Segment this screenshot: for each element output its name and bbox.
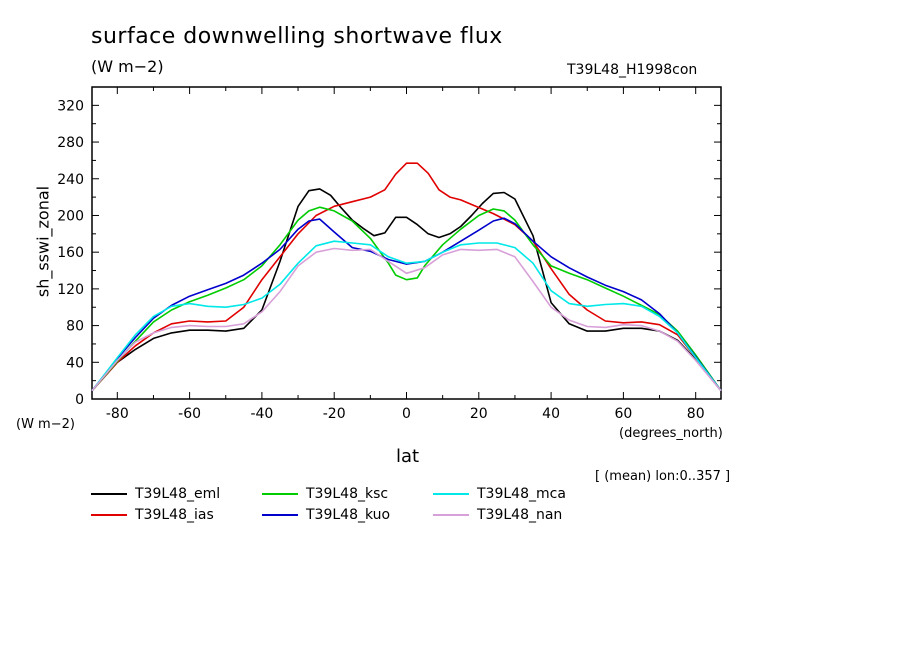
legend-item: T39L48_ksc [262,486,388,502]
legend-label: T39L48_nan [477,507,563,523]
x-tick-label: 20 [470,406,488,422]
x-axis-label: lat [396,446,420,467]
chart-title: surface downwelling shortwave flux [91,24,503,49]
axis-ticks: -80 -60 -40 -20 0 20 40 60 80 0 40 80 120 160 200 240 28… [57,86,721,422]
x-tick-label: 60 [614,406,632,422]
x-tick-label: -20 [323,406,346,422]
legend-swatch [433,514,469,516]
legend-label: T39L48_kuo [306,507,391,523]
series-line-t39l48_nan [91,247,722,392]
x-tick-label: 0 [402,406,411,422]
series-line-t39l48_eml [91,188,722,392]
legend-item: T39L48_kuo [262,507,390,523]
series-line-t39l48_ksc [91,206,722,392]
legend-swatch [433,493,469,495]
legend-item: T39L48_mca [433,486,566,502]
series-line-t39l48_kuo [91,217,722,392]
y-tick-label: 0 [75,392,84,408]
y-tick-label: 160 [57,245,84,261]
legend-swatch [262,493,298,495]
legend-item: T39L48_nan [433,507,562,523]
mean-note: [ (mean) lon:0..357 ] [595,469,731,484]
x-axis-units: (degrees_north) [619,426,723,441]
legend-swatch [91,514,127,516]
legend-swatch [91,493,127,495]
legend-swatch [262,514,298,516]
y-tick-label: 280 [57,135,84,151]
x-tick-label: 40 [542,406,560,422]
x-tick-label: 80 [687,406,705,422]
y-tick-label: 240 [57,172,84,188]
chart-units: (W m−2) [91,57,164,76]
legend-label: T39L48_mca [477,486,566,502]
plot-border [91,86,722,400]
legend-label: T39L48_ias [135,507,214,523]
run-label: T39L48_H1998con [567,62,698,78]
y-tick-label: 120 [57,282,84,298]
x-tick-label: -60 [178,406,201,422]
y-tick-label: 80 [66,319,84,335]
legend-item: T39L48_eml [91,486,220,502]
legend-item: T39L48_ias [91,507,214,523]
x-tick-label: -40 [250,406,273,422]
x-tick-label: -80 [106,406,129,422]
series-lines [91,162,722,392]
legend-label: T39L48_ksc [306,486,389,502]
y-tick-label: 320 [57,98,84,114]
legend-label: T39L48_eml [135,486,221,502]
series-line-t39l48_ias [91,162,722,392]
y-axis-units: (W m−2) [16,417,75,432]
y-tick-label: 40 [66,355,84,371]
plot-frame [91,86,722,400]
series-line-t39l48_mca [91,240,722,392]
y-tick-label: 200 [57,208,84,224]
